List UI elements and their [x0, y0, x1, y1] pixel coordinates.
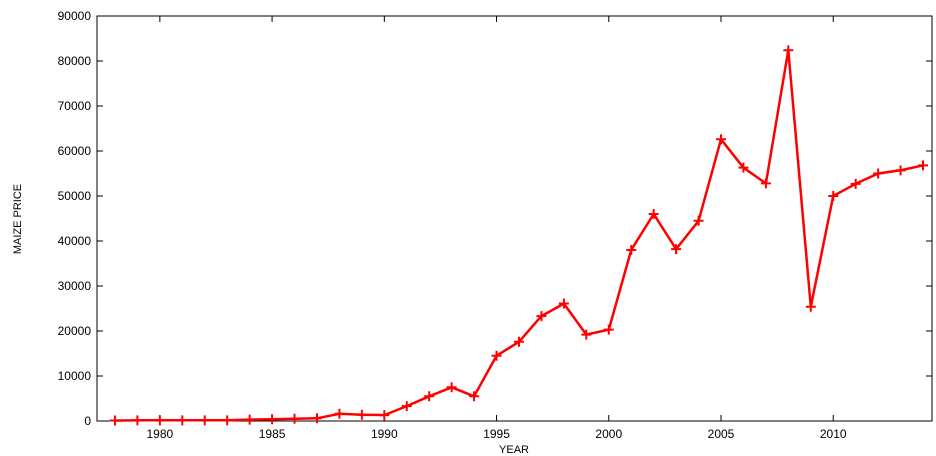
x-tick-label: 1990: [371, 427, 398, 441]
data-point-marker: [648, 209, 659, 219]
y-tick-label: 90000: [58, 9, 92, 23]
y-axis-title: MAIZE PRICE: [12, 184, 24, 254]
data-point-marker: [289, 413, 300, 424]
series-markers: [109, 45, 929, 426]
data-point-marker: [805, 301, 816, 312]
data-point-marker: [222, 415, 233, 426]
data-point-marker: [581, 329, 592, 340]
series-line: [114, 48, 924, 422]
data-point-marker: [738, 162, 749, 173]
data-point-marker: [401, 401, 412, 412]
y-tick-label: 70000: [58, 99, 92, 113]
x-tick-label: 1980: [146, 427, 173, 441]
data-point-marker: [850, 178, 861, 189]
data-point-marker: [199, 415, 210, 426]
data-point-marker: [491, 350, 502, 361]
data-point-marker: [446, 382, 457, 393]
x-tick-label: 1995: [483, 427, 510, 441]
data-point-marker: [379, 410, 390, 421]
data-point-marker: [267, 414, 278, 425]
y-tick-label: 30000: [58, 279, 92, 293]
data-point-marker: [918, 160, 929, 171]
y-tick-label: 80000: [58, 54, 92, 68]
data-point-marker: [760, 178, 771, 189]
y-tick-label: 20000: [58, 324, 92, 338]
y-tick-label: 40000: [58, 234, 92, 248]
plot-frame: [96, 15, 933, 422]
data-point-marker: [469, 391, 480, 402]
data-point-marker: [603, 324, 614, 335]
data-point-marker: [671, 244, 682, 255]
x-axis-title: YEAR: [499, 444, 529, 456]
y-tick-label: 50000: [58, 189, 92, 203]
data-point-marker: [244, 414, 255, 425]
x-tick-label: 2010: [820, 427, 847, 441]
data-point-marker: [132, 415, 143, 426]
data-point-marker: [873, 168, 884, 179]
x-tick-label: 1985: [259, 427, 286, 441]
data-point-marker: [693, 215, 704, 226]
data-point-marker: [536, 311, 547, 322]
data-point-marker: [424, 391, 435, 402]
data-point-marker: [109, 415, 120, 426]
data-point-marker: [895, 165, 906, 176]
data-point-marker: [154, 415, 165, 426]
x-tick-label: 2000: [595, 427, 622, 441]
data-point-marker: [356, 409, 367, 420]
y-tick-label: 10000: [58, 369, 92, 383]
data-point-marker: [558, 298, 569, 309]
data-point-marker: [828, 191, 839, 201]
y-axis: 0 10000 20000 30000 40000 50000 60000 70000 8000…: [58, 9, 932, 428]
data-point-marker: [783, 45, 794, 56]
data-point-marker: [716, 134, 727, 145]
x-axis: 1980 1985 1990 1995 2000 2005 2010: [146, 16, 847, 441]
data-point-marker: [513, 336, 524, 347]
x-tick-label: 2005: [708, 427, 735, 441]
data-point-marker: [626, 245, 637, 255]
y-tick-label: 60000: [58, 144, 92, 158]
data-point-marker: [177, 415, 188, 426]
data-point-marker: [311, 413, 322, 424]
y-tick-label: 0: [84, 414, 91, 428]
data-point-marker: [334, 408, 345, 419]
